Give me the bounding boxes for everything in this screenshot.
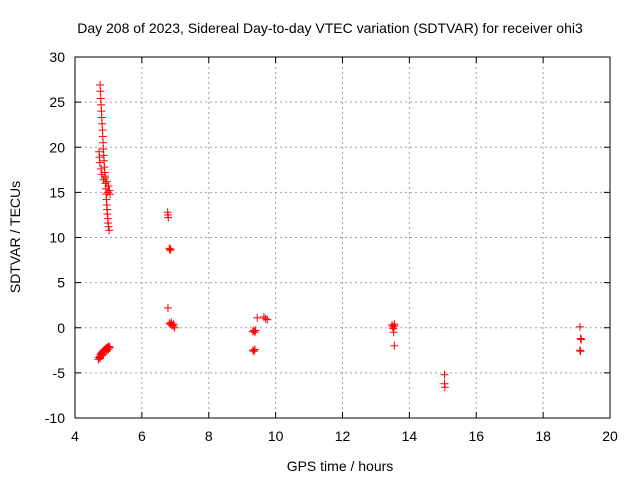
data-point (575, 346, 584, 355)
y-tick-label: 5 (57, 275, 65, 291)
data-point (440, 383, 449, 392)
y-tick-label: -10 (45, 410, 65, 426)
data-point (250, 345, 259, 354)
x-tick-labels: 4 6 8 10 12 14 16 18 20 (71, 428, 618, 444)
data-point (97, 351, 106, 360)
data-point (165, 246, 174, 255)
data-point (104, 222, 113, 231)
data-point (390, 341, 399, 350)
data-point (249, 347, 258, 356)
x-tick-label: 14 (402, 428, 418, 444)
y-tick-label: 0 (57, 320, 65, 336)
y-tick-labels: -10 -5 0 5 10 15 20 25 30 (45, 49, 65, 426)
data-point (105, 186, 114, 195)
data-points (94, 80, 586, 392)
x-axis-label: GPS time / hours (287, 458, 394, 474)
data-point (390, 321, 399, 330)
data-point (164, 213, 173, 222)
data-point (166, 245, 175, 254)
data-point (102, 177, 111, 186)
data-point (576, 347, 585, 356)
data-point (440, 370, 449, 379)
y-axis-label: SDTVAR / TECUs (7, 181, 23, 293)
data-point (263, 315, 272, 324)
x-tick-label: 16 (468, 428, 484, 444)
data-point (169, 320, 178, 329)
axis-ticks (74, 56, 611, 419)
data-point (576, 334, 585, 343)
x-tick-label: 12 (335, 428, 351, 444)
chart-title: Day 208 of 2023, Sidereal Day-to-day VTE… (77, 20, 583, 36)
data-point (261, 314, 270, 323)
x-tick-label: 6 (138, 428, 146, 444)
data-point (248, 346, 257, 355)
x-tick-label: 20 (602, 428, 618, 444)
gridlines (75, 57, 610, 418)
data-point (97, 170, 106, 179)
data-point (105, 226, 114, 235)
data-point (389, 328, 398, 337)
x-tick-label: 10 (268, 428, 284, 444)
x-tick-label: 4 (71, 428, 79, 444)
data-point (251, 326, 260, 335)
x-tick-label: 18 (535, 428, 551, 444)
x-tick-label: 8 (205, 428, 213, 444)
data-point (165, 244, 174, 253)
y-tick-label: 15 (49, 184, 65, 200)
y-tick-label: 30 (49, 49, 65, 65)
data-point (101, 172, 110, 181)
data-point (96, 87, 105, 96)
data-point (97, 164, 106, 173)
y-tick-label: 25 (49, 94, 65, 110)
data-point (95, 158, 104, 167)
data-point (575, 322, 584, 331)
data-point (170, 323, 179, 332)
data-point (163, 303, 172, 312)
y-tick-label: -5 (53, 365, 66, 381)
y-tick-label: 20 (49, 139, 65, 155)
data-point (104, 182, 113, 191)
y-tick-label: 10 (49, 230, 65, 246)
data-point (104, 345, 113, 354)
data-point (99, 175, 108, 184)
data-point (102, 347, 111, 356)
data-point (577, 335, 586, 344)
data-point (103, 188, 112, 197)
data-point (253, 313, 262, 322)
data-point (250, 328, 259, 337)
